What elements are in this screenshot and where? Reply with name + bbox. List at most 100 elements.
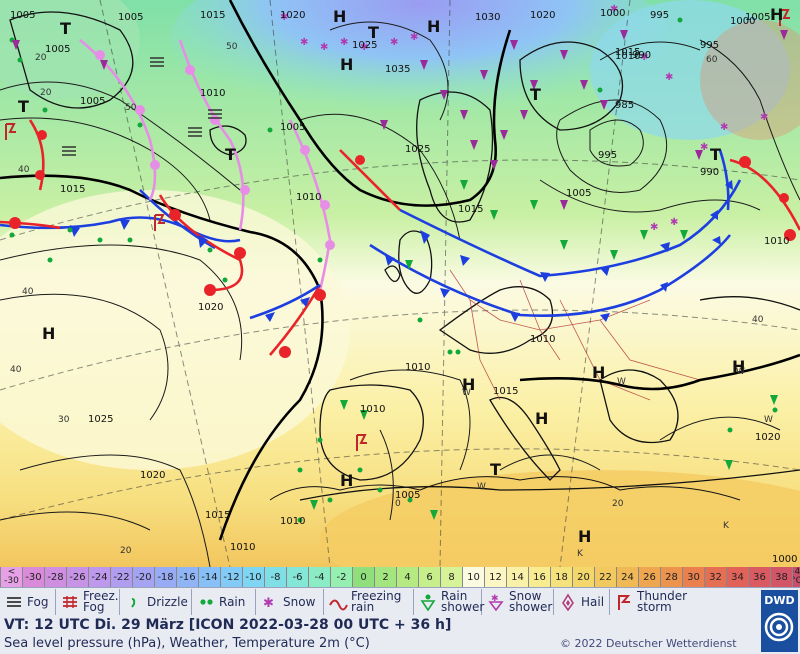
colorbar-upper-bound: +40°C xyxy=(792,567,800,587)
svg-text:✱: ✱ xyxy=(360,42,368,53)
thunderstorm-icon xyxy=(618,595,631,610)
map-small-label: W xyxy=(736,367,745,377)
svg-text:✱: ✱ xyxy=(320,42,328,53)
pressure-label: 1015 xyxy=(493,386,518,397)
pressure-label: 1005 xyxy=(566,188,591,199)
pressure-label: 1025 xyxy=(352,40,377,51)
map-small-label: 20 xyxy=(35,53,47,63)
legend-item: ✱ Snow xyxy=(256,589,324,615)
pressure-label: 1010 xyxy=(615,51,640,62)
pressure-label: 1010 xyxy=(200,88,225,99)
colorbar-cell: 2 xyxy=(374,567,396,587)
colorbar-cell: -20 xyxy=(132,567,154,587)
pressure-label: 1005 xyxy=(118,12,143,23)
colorbar-cell: 20 xyxy=(572,567,594,587)
map-small-label: K xyxy=(723,521,730,531)
rain-icon xyxy=(200,599,213,605)
pressure-label: 1010 xyxy=(405,362,430,373)
legend-label: Freezing rain xyxy=(351,589,402,614)
pressure-label: 990 xyxy=(632,50,651,61)
greenland-air-mass xyxy=(0,0,140,100)
colorbar-cell: -26 xyxy=(66,567,88,587)
pressure-label: 1015 xyxy=(458,204,483,215)
colorbar-lower-bound: < -30 xyxy=(0,567,22,587)
pressure-label: 1015 xyxy=(200,10,225,21)
dwd-logo-text: DWD xyxy=(764,594,795,607)
pressure-label: 1000 xyxy=(600,8,625,19)
isobars xyxy=(0,21,800,567)
graticule xyxy=(0,0,800,567)
pressure-center: H xyxy=(427,17,440,36)
pressure-label: 1025 xyxy=(405,144,430,155)
legend-item: Freez. Fog xyxy=(56,589,120,615)
colorbar-cell: 16 xyxy=(528,567,550,587)
pressure-label: 1015 xyxy=(205,510,230,521)
svg-text:✱: ✱ xyxy=(640,52,648,63)
bold-isobars xyxy=(0,0,800,541)
colorbar-cell: -2 xyxy=(330,567,352,587)
pressure-center: T xyxy=(530,85,541,104)
snow-shower-icon: ✱ xyxy=(488,594,504,611)
legend-panel: Fog Freez. Fog Drizzle Rain ✱ Snow Freezing ra… xyxy=(0,587,800,654)
colorbar-cell: 26 xyxy=(638,567,660,587)
legend-label: Thunder storm xyxy=(637,589,688,614)
map-small-label: 0 xyxy=(395,499,401,509)
cold-air-mass-east xyxy=(590,0,790,140)
map-small-label: 20 xyxy=(120,546,132,556)
legend-label: Fog xyxy=(27,594,49,609)
weather-map-svg: ✱ ✱ ✱ ✱ ✱ ✱ ✱ ✱ ✱ ✱ ✱ ✱ ✱ ✱ ✱ 1005 1005 1005 1015 1020… xyxy=(0,0,800,567)
pressure-label: 1015 xyxy=(60,184,85,195)
colorbar-cell: -10 xyxy=(242,567,264,587)
svg-text:✱: ✱ xyxy=(665,72,673,83)
svg-text:✱: ✱ xyxy=(760,112,768,123)
weather-symbols: ✱ ✱ ✱ ✱ ✱ ✱ ✱ ✱ ✱ ✱ ✱ ✱ ✱ ✱ ✱ xyxy=(5,4,790,523)
front-markers xyxy=(9,50,796,358)
colorbar-cell: 34 xyxy=(726,567,748,587)
colorbar-unit-bottom: °C xyxy=(793,577,800,586)
colorbar-cell: -30 xyxy=(22,567,44,587)
svg-text:✱: ✱ xyxy=(610,4,618,15)
pressure-label: 1000 xyxy=(730,16,755,27)
pressure-center: T xyxy=(18,97,29,116)
legend-label: Rain shower xyxy=(441,589,485,614)
colorbar-first-top: < xyxy=(7,567,16,577)
pressure-center: H xyxy=(592,363,605,382)
legend-item: Rain shower xyxy=(414,589,485,615)
legend-item: Thunder storm xyxy=(610,589,688,615)
fog-icon xyxy=(7,597,21,607)
pressure-center: T xyxy=(368,23,379,42)
pressure-label: 1015 xyxy=(615,47,640,58)
svg-text:✱: ✱ xyxy=(670,217,678,228)
colorbar-cell: -14 xyxy=(198,567,220,587)
freezing-fog-icon xyxy=(63,596,77,608)
map-small-label: 40 xyxy=(10,365,22,375)
map-small-label: 40 xyxy=(752,315,764,325)
colorbar-cell: 14 xyxy=(506,567,528,587)
colorbar-cell: 10 xyxy=(462,567,484,587)
snow-icon: ✱ xyxy=(263,596,274,611)
pressure-center: T xyxy=(490,460,501,479)
map-description: Sea level pressure (hPa), Weather, Tempe… xyxy=(4,636,370,651)
pressure-label: 1025 xyxy=(88,414,113,425)
colorbar-cell: -28 xyxy=(44,567,66,587)
pressure-label: 1010 xyxy=(230,542,255,553)
legend-label: Drizzle xyxy=(147,594,188,609)
colorbar-cell: 4 xyxy=(396,567,418,587)
pressure-label: 1020 xyxy=(198,302,223,313)
legend-item: Fog xyxy=(0,589,56,615)
pressure-labels: 1005 1005 1005 1015 1020 1025 1035 1030 1020 1000… xyxy=(10,8,797,565)
svg-text:✱: ✱ xyxy=(280,12,288,23)
legend-label: Rain xyxy=(219,594,246,609)
colorbar-cell: 38 xyxy=(770,567,792,587)
colorbar-cell: 18 xyxy=(550,567,572,587)
colorbar-cell: -4 xyxy=(308,567,330,587)
colorbar-cell: -6 xyxy=(286,567,308,587)
colorbar-cell: 32 xyxy=(704,567,726,587)
map-small-label: 50 xyxy=(125,103,137,113)
map-small-label: K xyxy=(577,549,584,559)
svg-text:✱: ✱ xyxy=(263,596,274,611)
rain-shower-icon xyxy=(420,594,436,611)
map-small-label: 20 xyxy=(612,499,624,509)
colorbar-cell: 22 xyxy=(594,567,616,587)
